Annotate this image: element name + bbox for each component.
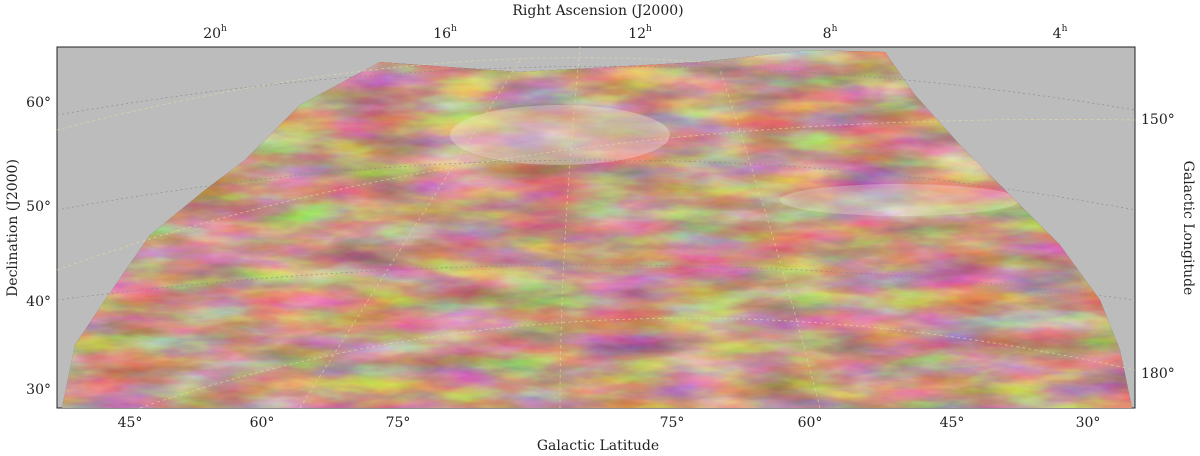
left-tick-label: 30° (26, 382, 51, 398)
bottom-tick-label: 60° (798, 415, 823, 431)
coordinate-grid (56, 46, 1136, 409)
top-tick-label: 8h (823, 24, 838, 43)
tick-number: 4 (1053, 26, 1062, 42)
right-tick-label: 180° (1141, 366, 1175, 382)
right-axis-title: Galactic Longitude (1180, 161, 1196, 296)
tick-unit: h (646, 24, 652, 34)
bottom-tick-label: 75° (660, 415, 685, 431)
tick-number: 8 (823, 26, 832, 42)
top-tick-label: 20h (203, 24, 227, 43)
tick-number: 16 (433, 26, 451, 42)
tick-unit: h (221, 24, 227, 34)
left-axis-title: Declination (J2000) (5, 159, 21, 297)
tick-unit: h (1062, 24, 1068, 34)
bottom-tick-label: 45° (940, 415, 965, 431)
top-axis-title: Right Ascension (J2000) (512, 3, 683, 19)
top-tick-label: 16h (433, 24, 457, 43)
left-tick-label: 50° (26, 199, 51, 215)
tick-number: 20 (203, 26, 221, 42)
bottom-tick-label: 45° (118, 415, 143, 431)
top-tick-label: 12h (628, 24, 652, 43)
tick-unit: h (451, 24, 457, 34)
bottom-axis-title: Galactic Latitude (537, 438, 659, 454)
top-tick-label: 4h (1053, 24, 1068, 43)
tick-unit: h (832, 24, 838, 34)
left-tick-label: 60° (26, 95, 51, 111)
bottom-tick-label: 60° (250, 415, 275, 431)
bottom-tick-label: 30° (1076, 415, 1101, 431)
tick-number: 12 (628, 26, 646, 42)
bottom-tick-label: 75° (386, 415, 411, 431)
left-tick-label: 40° (26, 294, 51, 310)
right-tick-label: 150° (1141, 112, 1175, 128)
